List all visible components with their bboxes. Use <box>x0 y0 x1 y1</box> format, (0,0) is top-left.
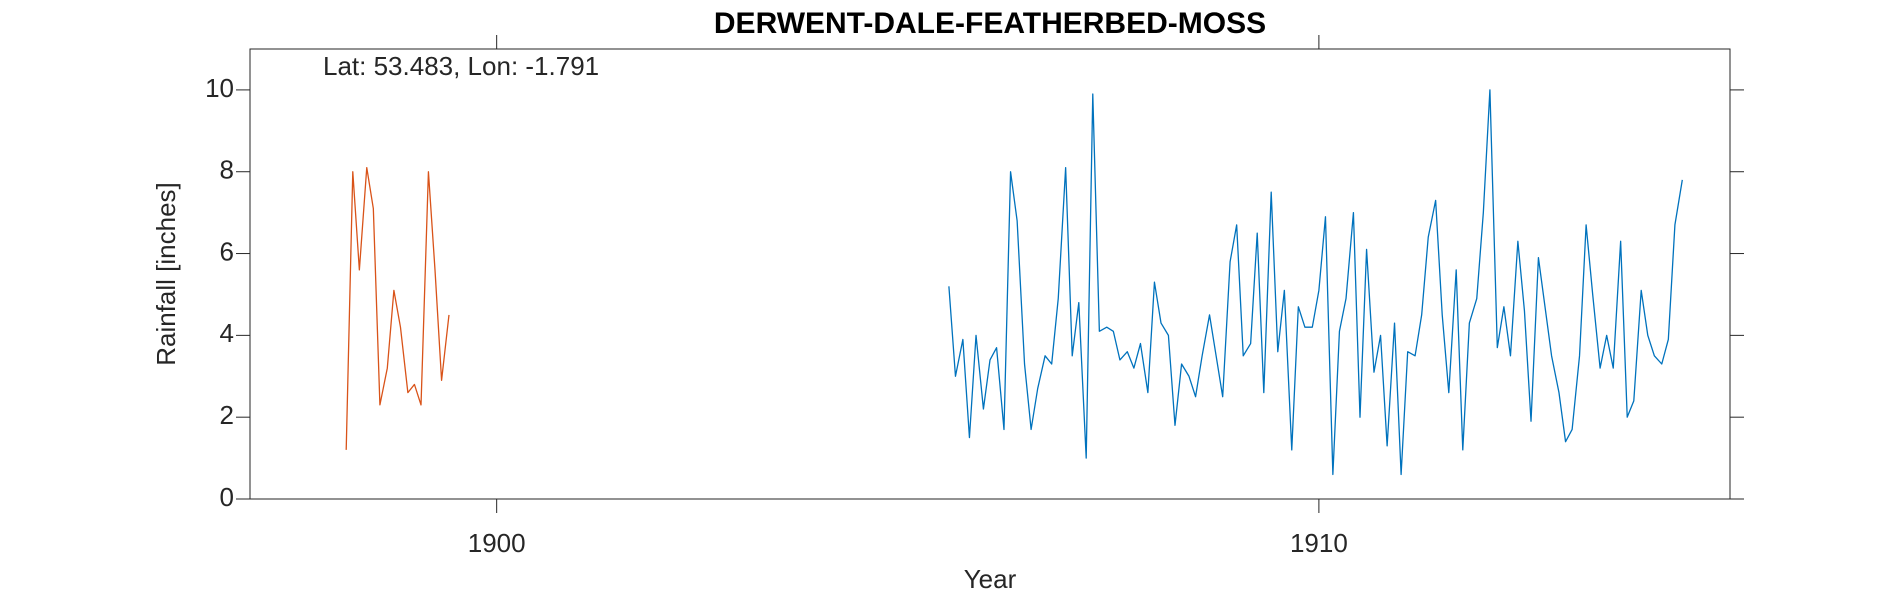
y-tick-label: 0 <box>220 482 234 512</box>
y-tick-label: 10 <box>205 73 234 103</box>
annotation: Lat: 53.483, Lon: -1.791 <box>323 51 599 81</box>
y-tick-label: 8 <box>220 155 234 185</box>
data-line <box>948 89 1683 476</box>
x-tick-label: 1910 <box>1290 528 1348 558</box>
chart-title: DERWENT-DALE-FEATHERBED-MOSS <box>714 7 1266 40</box>
y-axis-label: Rainfall [inches] <box>151 182 181 366</box>
plot-frame <box>249 48 1731 500</box>
y-tick-label: 2 <box>220 400 234 430</box>
y-tick-label: 6 <box>220 236 234 266</box>
x-axis-label: Year <box>964 564 1017 591</box>
data-line <box>345 166 450 450</box>
x-tick-label: 1900 <box>468 528 526 558</box>
y-tick-label: 4 <box>220 318 234 348</box>
